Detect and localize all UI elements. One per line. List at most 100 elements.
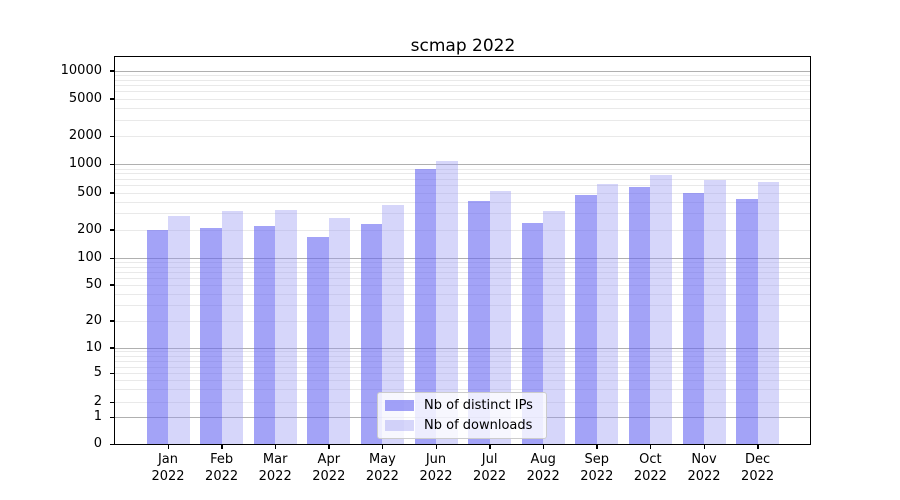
y-tick-mark: [110, 163, 114, 166]
gridline-minor: [115, 185, 810, 187]
bar-ips-apr-2022: [307, 237, 329, 444]
bar-ips-dec-2022: [736, 198, 758, 444]
x-tick-label: Jan 2022: [151, 452, 185, 484]
bar-ips-sep-2022: [575, 195, 597, 444]
gridline-major: [115, 70, 810, 72]
gridline-major: [115, 164, 810, 166]
y-tick-mark: [110, 372, 114, 375]
bar-downloads-nov-2022: [704, 180, 726, 444]
bar-downloads-dec-2022: [757, 182, 780, 444]
x-tick-label: Jul 2022: [473, 452, 507, 484]
y-tick-mark: [110, 416, 114, 418]
gridline-minor: [115, 266, 810, 268]
x-tick-mark: [596, 445, 598, 449]
bar-downloads-mar-2022: [275, 210, 297, 444]
y-tick-mark: [110, 443, 114, 445]
bar-downloads-feb-2022: [221, 211, 244, 444]
gridline-minor: [115, 262, 810, 264]
y-tick-label: 1000: [68, 156, 102, 172]
gridline-minor: [115, 277, 810, 279]
gridline-minor: [115, 389, 810, 391]
x-tick-mark: [381, 445, 384, 449]
bar-ips-jul-2022: [468, 200, 490, 444]
y-tick-mark: [110, 257, 114, 259]
gridline-minor: [115, 373, 810, 375]
legend-item-downloads: Nb of downloads: [385, 418, 539, 433]
x-tick-label: Mar 2022: [258, 452, 292, 484]
gridline-major: [115, 258, 810, 259]
gridline-minor: [115, 304, 810, 306]
gridline-major: [115, 347, 810, 349]
y-tick-label: 20: [85, 312, 102, 328]
gridline-minor: [115, 192, 810, 194]
gridline-minor: [115, 85, 810, 87]
bar-ips-jan-2022: [146, 230, 168, 444]
bar-downloads-oct-2022: [650, 174, 672, 444]
bar-ips-oct-2022: [628, 187, 651, 444]
gridline-minor: [115, 107, 810, 109]
gridline-minor: [115, 355, 810, 357]
y-tick-label: 2000: [68, 128, 102, 144]
gridline-minor: [115, 178, 810, 180]
gridline-minor: [115, 271, 810, 273]
gridline-minor: [115, 293, 810, 295]
x-tick-label: Oct 2022: [633, 452, 667, 484]
bar-downloads-aug-2022: [543, 210, 565, 444]
bar-ips-may-2022: [360, 224, 383, 444]
gridline-minor: [115, 320, 810, 322]
x-tick-label: Aug 2022: [526, 452, 560, 484]
y-tick-mark: [110, 192, 114, 194]
y-tick-mark: [110, 401, 114, 403]
bar-ips-jun-2022: [414, 168, 436, 444]
y-tick-mark: [110, 320, 114, 322]
legend-swatch-distinct-ips: [385, 400, 414, 411]
bar-downloads-sep-2022: [596, 184, 619, 444]
y-tick-label: 5: [93, 365, 102, 381]
y-tick-label: 200: [77, 221, 102, 237]
gridline-minor: [115, 173, 810, 175]
gridline-minor: [115, 366, 810, 368]
bar-downloads-may-2022: [382, 205, 404, 444]
bar-ips-nov-2022: [682, 192, 704, 444]
legend: Nb of distinct IPs Nb of downloads: [377, 392, 547, 439]
plot-area: [114, 56, 811, 445]
y-tick-label: 1: [93, 409, 102, 424]
x-tick-label: Feb 2022: [205, 452, 239, 484]
x-tick-mark: [328, 445, 330, 449]
gridline-minor: [115, 351, 810, 353]
bar-downloads-jun-2022: [436, 161, 458, 444]
y-tick-label: 0: [93, 436, 102, 451]
gridline-minor: [115, 91, 810, 93]
x-tick-label: Dec 2022: [741, 452, 775, 484]
x-tick-mark: [435, 445, 437, 449]
x-tick-label: May 2022: [365, 452, 399, 484]
gridline-minor: [115, 201, 810, 203]
gridline-minor: [115, 360, 810, 362]
gridline-minor: [115, 98, 810, 100]
y-tick-mark: [110, 135, 114, 138]
bar-ips-feb-2022: [200, 227, 222, 444]
x-tick-mark: [703, 445, 705, 449]
y-tick-label: 50: [85, 276, 102, 292]
gridline-minor: [115, 168, 810, 170]
y-tick-label: 2: [93, 394, 102, 409]
legend-swatch-downloads: [385, 420, 414, 431]
y-tick-label: 5000: [68, 90, 102, 106]
x-tick-mark: [274, 445, 277, 449]
x-tick-mark: [489, 445, 491, 449]
gridline-minor: [115, 74, 810, 76]
gridline-minor: [115, 119, 810, 121]
y-tick-mark: [110, 347, 114, 349]
x-tick-label: Nov 2022: [687, 452, 721, 484]
y-tick-mark: [110, 229, 114, 231]
y-tick-label: 10000: [60, 62, 102, 78]
bar-downloads-apr-2022: [328, 218, 351, 444]
x-tick-mark: [649, 445, 652, 449]
x-tick-mark: [757, 445, 759, 449]
x-tick-mark: [167, 445, 169, 449]
y-tick-mark: [110, 70, 114, 72]
x-tick-label: Jun 2022: [419, 452, 453, 484]
bar-ips-mar-2022: [253, 226, 276, 444]
y-tick-label: 10: [85, 339, 102, 355]
gridline-minor: [115, 213, 810, 215]
